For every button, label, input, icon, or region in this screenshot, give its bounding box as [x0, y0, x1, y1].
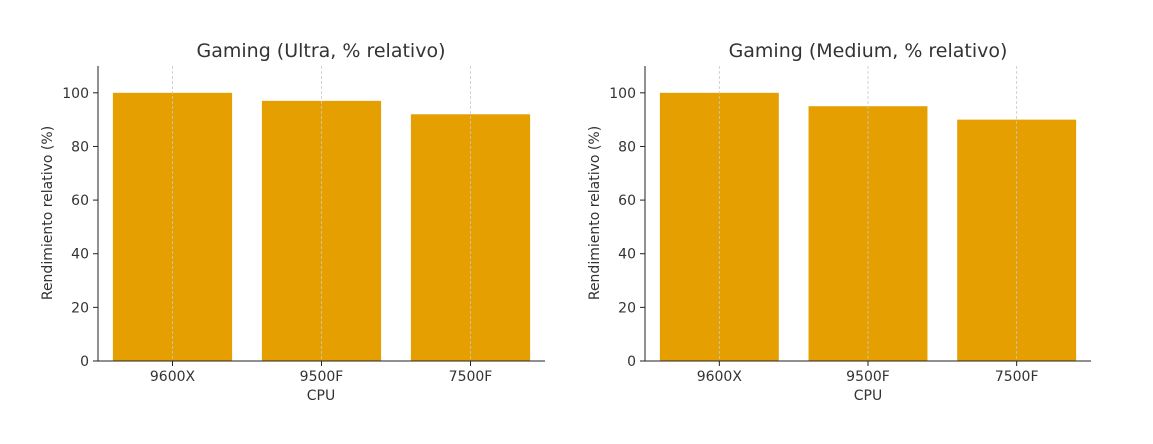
- x-tick-label: 7500F: [995, 369, 1039, 385]
- y-axis-label: Rendimiento relativo (%): [40, 126, 56, 300]
- y-tick-label: 100: [62, 86, 89, 102]
- y-tick-label: 80: [618, 139, 636, 155]
- bar-7500f: [957, 119, 1077, 362]
- plot-area: [659, 66, 1077, 362]
- y-tick-label: 20: [618, 300, 636, 316]
- x-axis-label: CPU: [307, 388, 335, 404]
- x-tick-label: 7500F: [449, 369, 493, 385]
- x-tick-label: 9600X: [697, 369, 743, 385]
- y-tick-label: 20: [71, 300, 89, 316]
- y-tick-label: 0: [627, 354, 636, 370]
- plot-area: [112, 66, 531, 362]
- x-tick-label: 9500F: [300, 369, 344, 385]
- y-tick-label: 100: [609, 86, 636, 102]
- y-tick-label: 80: [71, 139, 89, 155]
- y-tick-label: 40: [618, 247, 636, 263]
- y-axis-label: Rendimiento relativo (%): [587, 126, 603, 300]
- chart-ultra: Gaming (Ultra, % relativo) CPU Rendimien…: [40, 40, 545, 404]
- chart-title: Gaming (Medium, % relativo): [729, 40, 1008, 62]
- x-tick-label: 9500F: [846, 369, 890, 385]
- y-tick-label: 60: [71, 193, 89, 209]
- y-tick-label: 0: [80, 354, 89, 370]
- y-tick-label: 60: [618, 193, 636, 209]
- chart-medium: Gaming (Medium, % relativo) CPU Rendimie…: [587, 40, 1091, 404]
- y-tick-label: 40: [71, 247, 89, 263]
- x-tick-label: 9600X: [150, 369, 196, 385]
- chart-title: Gaming (Ultra, % relativo): [197, 40, 446, 62]
- x-axis-label: CPU: [854, 388, 882, 404]
